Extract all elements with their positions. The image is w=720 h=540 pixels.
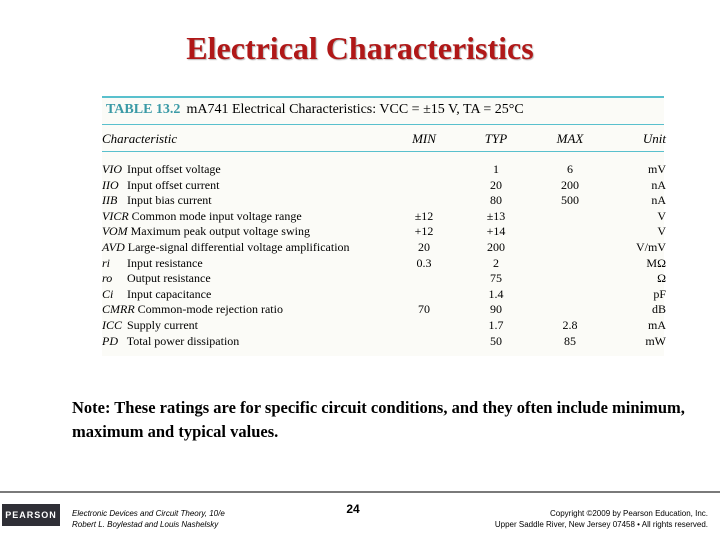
- row-unit: V: [657, 224, 666, 239]
- row-name: Large-signal differential voltage amplif…: [127, 240, 350, 254]
- note-text: Note: These ratings are for specific cir…: [72, 398, 685, 441]
- row-unit: MΩ: [646, 255, 666, 270]
- row-symbol: VOM: [102, 224, 128, 239]
- row-characteristic: IIB Input bias current: [102, 193, 212, 209]
- row-min: +12: [414, 224, 434, 239]
- row-name: Common-mode rejection ratio: [137, 302, 283, 317]
- row-unit: nA: [651, 177, 666, 192]
- row-min: 0.3: [416, 255, 432, 270]
- row-max: 200: [561, 177, 579, 192]
- row-symbol: ro: [102, 271, 113, 286]
- row-max: 6: [567, 162, 573, 176]
- row-typ: 1: [493, 162, 499, 176]
- row-unit: Ω: [657, 271, 666, 286]
- row-symbol: ri: [102, 255, 111, 270]
- row-characteristic: ICC Supply current: [102, 318, 198, 334]
- table-rule-after-caption: [102, 124, 664, 125]
- row-name: Output resistance: [127, 271, 211, 286]
- row-min: 20: [418, 240, 430, 254]
- row-characteristic: VIO Input offset voltage: [102, 162, 221, 178]
- row-characteristic: ri Input resistance: [102, 256, 203, 272]
- row-symbol: Ci: [102, 286, 114, 301]
- row-name: Input offset current: [127, 177, 220, 192]
- row-name: Common mode input voltage range: [131, 208, 302, 223]
- row-typ: 1.4: [488, 286, 504, 301]
- table-caption: TABLE 13.2 mA741 Electrical Characteristi…: [106, 100, 662, 120]
- footer-book-title: Electronic Devices and Circuit Theory, 1…: [72, 509, 225, 518]
- table-rule-after-header: [102, 151, 664, 152]
- pearson-logo: PEARSON: [2, 504, 60, 526]
- row-typ: +14: [486, 224, 506, 239]
- row-symbol: PD: [102, 333, 118, 348]
- row-min: 70: [418, 302, 430, 317]
- row-symbol: VICR: [102, 208, 129, 223]
- row-typ: 90: [490, 302, 502, 317]
- row-typ: 80: [490, 193, 502, 208]
- row-characteristic: PD Total power dissipation: [102, 334, 239, 350]
- footer-copyright-line1: Copyright ©2009 by Pearson Education, In…: [550, 509, 708, 518]
- row-max: 85: [564, 333, 576, 348]
- row-name: Maximum peak output voltage swing: [130, 224, 310, 239]
- row-symbol: ICC: [102, 318, 123, 332]
- row-characteristic: VOM Maximum peak output voltage swing: [102, 224, 310, 240]
- row-typ: 2: [493, 255, 499, 270]
- table-caption-text: mA741 Electrical Characteristics: VCC = …: [186, 102, 524, 117]
- row-typ: ±13: [486, 208, 506, 223]
- header-min: MIN: [412, 131, 436, 146]
- row-typ: 50: [490, 333, 502, 348]
- footer-copyright-line2: Upper Saddle River, New Jersey 07458 • A…: [494, 520, 708, 529]
- row-typ: 200: [487, 240, 505, 254]
- table-label: TABLE 13.2: [106, 102, 181, 117]
- row-characteristic: AVD Large-signal differential voltage am…: [102, 240, 350, 256]
- row-characteristic: Ci Input capacitance: [102, 287, 211, 303]
- header-max: MAX: [556, 131, 584, 146]
- header-unit: Unit: [642, 131, 666, 146]
- row-symbol: CMRR: [102, 302, 135, 317]
- row-unit: nA: [651, 193, 666, 208]
- row-characteristic: VICR Common mode input voltage range: [102, 209, 302, 225]
- row-characteristic: ro Output resistance: [102, 271, 211, 287]
- row-name: Total power dissipation: [126, 333, 240, 348]
- row-name: Supply current: [127, 318, 198, 332]
- row-typ: 75: [490, 271, 502, 286]
- row-min: ±12: [414, 208, 434, 223]
- row-unit: V/mV: [636, 240, 666, 254]
- row-typ: 1.7: [488, 318, 504, 332]
- row-unit: mW: [645, 333, 666, 348]
- footer-copyright: Copyright ©2009 by Pearson Education, In…: [495, 508, 708, 530]
- row-symbol: VIO: [102, 162, 122, 176]
- footer-book-info: Electronic Devices and Circuit Theory, 1…: [72, 508, 225, 530]
- slide-title: Electrical Characteristics: [186, 30, 534, 66]
- row-unit: dB: [651, 302, 666, 317]
- row-symbol: IIB: [102, 193, 118, 208]
- table-top-rule: [102, 96, 664, 98]
- row-characteristic: CMRR Common-mode rejection ratio: [102, 302, 283, 318]
- footer-rule: [0, 491, 720, 493]
- row-name: Input capacitance: [127, 286, 212, 301]
- header-characteristic: Characteristic: [102, 131, 178, 146]
- row-unit: mV: [648, 162, 666, 176]
- row-max: 2.8: [562, 318, 578, 332]
- header-typ: TYP: [484, 131, 508, 146]
- row-max: 500: [561, 193, 579, 208]
- row-unit: pF: [653, 286, 666, 301]
- row-symbol: AVD: [102, 240, 125, 254]
- page-number: 24: [346, 502, 360, 516]
- row-symbol: IIO: [102, 177, 119, 192]
- row-name: Input bias current: [127, 193, 212, 208]
- row-unit: V: [657, 208, 666, 223]
- row-characteristic: IIO Input offset current: [102, 178, 219, 194]
- row-name: Input offset voltage: [127, 162, 221, 176]
- row-name: Input resistance: [127, 255, 203, 270]
- footer-book-authors: Robert L. Boylestad and Louis Nashelsky: [72, 520, 219, 529]
- row-unit: mA: [648, 318, 666, 332]
- row-typ: 20: [490, 177, 502, 192]
- characteristics-table: TABLE 13.2 mA741 Electrical Characteristi…: [102, 96, 666, 356]
